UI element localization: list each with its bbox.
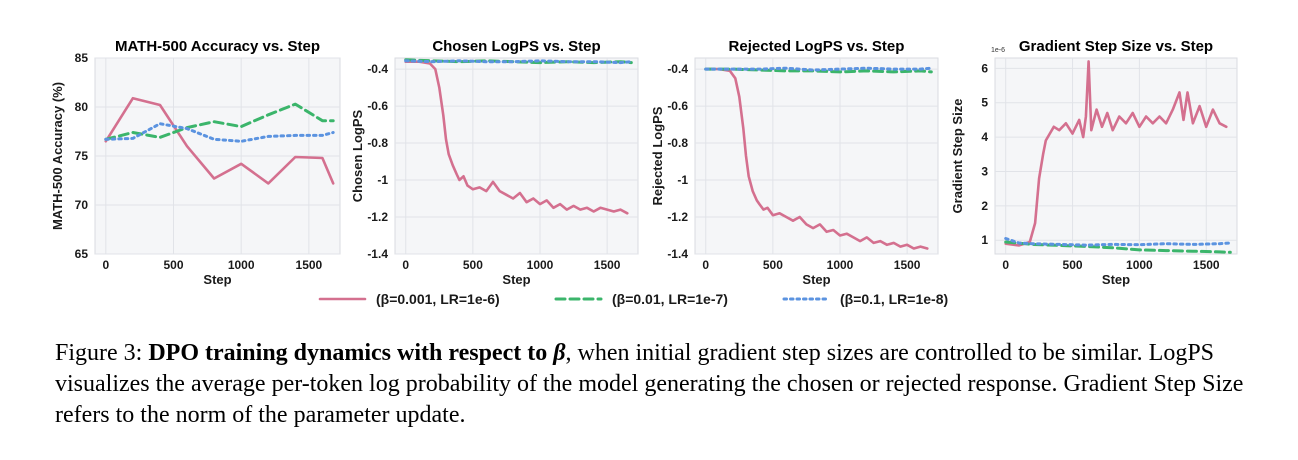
series-line-2 <box>704 67 933 74</box>
x-tick-label: 1500 <box>894 258 921 272</box>
y-tick-label: 75 <box>75 149 89 163</box>
series-line-1 <box>1004 60 1228 247</box>
x-tick-label: 1000 <box>827 258 854 272</box>
y-tick-label: 65 <box>75 247 89 261</box>
y-axis-label: Chosen LogPS <box>350 109 365 202</box>
y-tick-label: -0.6 <box>367 99 388 113</box>
chart-panel-4: 1 2 3 4 5 6 0 500 1000 1500 Gradient Step Size vs.… <box>950 38 1238 287</box>
caption-rest: , when initial gradient step sizes are c… <box>55 340 1244 428</box>
x-tick-label: 500 <box>1063 258 1083 272</box>
y-tick-label: -0.4 <box>667 62 688 76</box>
y-axis-label: MATH-500 Accuracy (%) <box>50 82 65 230</box>
legend-item-2: (β=0.01, LR=1e-7) <box>554 291 728 307</box>
x-tick-label: 1500 <box>594 258 621 272</box>
x-tick-label: 1500 <box>296 258 323 272</box>
y-tick-label: -1 <box>677 173 688 187</box>
legend-label: (β=0.01, LR=1e-7) <box>612 291 728 307</box>
y-tick-label: -0.8 <box>367 136 388 150</box>
x-tick-label: 1500 <box>1193 258 1220 272</box>
x-tick-label: 1000 <box>527 258 554 272</box>
y-tick-label: -1.4 <box>367 247 388 261</box>
plot-area <box>394 57 639 255</box>
x-tick-label: 500 <box>163 258 183 272</box>
y-tick-label: 4 <box>981 130 988 144</box>
y-tick-label: 70 <box>75 198 89 212</box>
y-tick-label: 85 <box>75 51 89 65</box>
y-tick-label: 1 <box>981 233 988 247</box>
panel-title: Chosen LogPS vs. Step <box>432 38 600 55</box>
panel-title: MATH-500 Accuracy vs. Step <box>115 38 320 55</box>
chart-panel-3: -1.4 -1.2 -1 -0.8 -0.6 -0.4 0 500 1000 1500 Reject… <box>650 38 939 287</box>
y-axis-label: Rejected LogPS <box>650 106 665 205</box>
y-tick-label: -0.8 <box>667 136 688 150</box>
legend-label: (β=0.1, LR=1e-8) <box>840 291 948 307</box>
legend-label: (β=0.001, LR=1e-6) <box>376 291 500 307</box>
y-tick-label: 2 <box>981 199 988 213</box>
panel-title: Rejected LogPS vs. Step <box>729 38 905 55</box>
x-axis-label: Step <box>1102 272 1130 287</box>
x-axis-label: Step <box>802 272 830 287</box>
y-tick-label: 6 <box>981 61 988 75</box>
legend: (β=0.001, LR=1e-6) (β=0.01, LR=1e-7) (β=0.… <box>318 291 948 307</box>
chart-panel-1: 65 70 75 80 85 0 500 1000 1500 MATH-500 Accuracy … <box>50 38 341 287</box>
series-line-3 <box>704 66 933 72</box>
series-line-2 <box>1004 240 1232 254</box>
y-tick-label: -0.4 <box>367 62 388 76</box>
y-tick-label: 80 <box>75 100 89 114</box>
y-axis-label: Gradient Step Size <box>950 99 965 214</box>
y-tick-label: -1.2 <box>367 210 388 224</box>
x-tick-label: 0 <box>1002 258 1009 272</box>
x-tick-label: 500 <box>463 258 483 272</box>
series-line-3 <box>404 59 633 65</box>
y-tick-label: -1.2 <box>667 210 688 224</box>
series-line-1 <box>404 60 629 215</box>
legend-item-1: (β=0.001, LR=1e-6) <box>318 291 500 307</box>
y-tick-label: 3 <box>981 164 988 178</box>
caption-number: Figure 3: <box>55 340 143 366</box>
x-tick-label: 0 <box>702 258 709 272</box>
y-tick-label: -1.4 <box>667 247 688 261</box>
x-tick-label: 0 <box>102 258 109 272</box>
plot-area <box>694 57 939 255</box>
x-tick-label: 0 <box>402 258 409 272</box>
legend-item-3: (β=0.1, LR=1e-8) <box>782 291 948 307</box>
series-line-1 <box>104 96 335 185</box>
y-tick-label: -1 <box>377 173 388 187</box>
series-line-3 <box>1004 237 1232 247</box>
panel-title: Gradient Step Size vs. Step <box>1019 38 1213 55</box>
chart-panel-2: -1.4 -1.2 -1 -0.8 -0.6 -0.4 0 500 1000 1500 Chosen… <box>350 38 639 287</box>
caption-symbol: β <box>553 340 566 366</box>
x-axis-label: Step <box>203 272 231 287</box>
plot-area <box>994 57 1238 255</box>
series-line-1 <box>704 67 929 250</box>
y-tick-label: -0.6 <box>667 99 688 113</box>
series-line-2 <box>104 102 335 141</box>
series-line-3 <box>104 122 335 143</box>
axis-scale-label: 1e-6 <box>991 47 1005 54</box>
x-tick-label: 1000 <box>228 258 255 272</box>
caption-bold: DPO training dynamics with respect to β <box>148 340 566 366</box>
x-axis-label: Step <box>502 272 530 287</box>
x-tick-label: 1000 <box>1126 258 1153 272</box>
figure-caption: Figure 3: DPO training dynamics with res… <box>55 338 1245 431</box>
y-tick-label: 5 <box>981 96 988 110</box>
x-tick-label: 500 <box>763 258 783 272</box>
